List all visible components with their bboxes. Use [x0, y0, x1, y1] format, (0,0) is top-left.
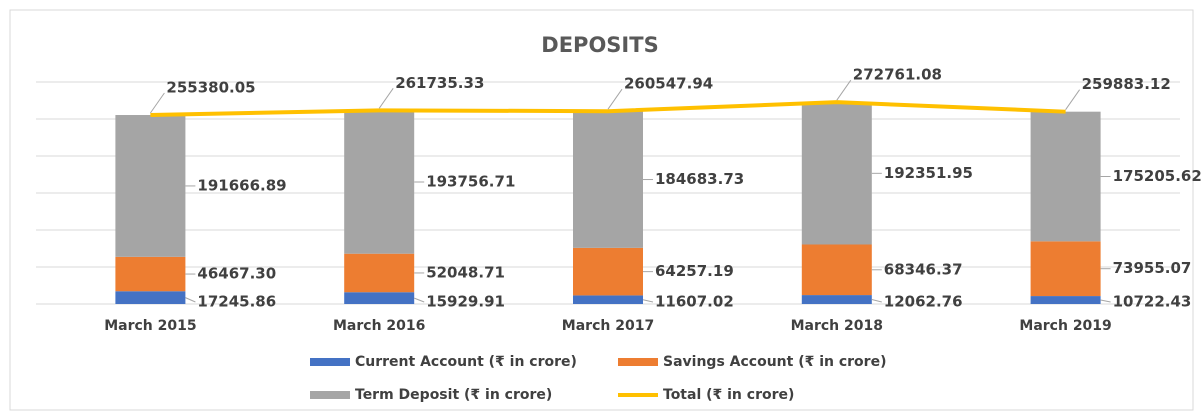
- x-tick-label: March 2019: [1019, 318, 1111, 334]
- data-label: 255380.05: [166, 79, 255, 97]
- legend-swatch: [618, 358, 658, 366]
- bar-segment: [1030, 241, 1101, 297]
- data-label: 272761.08: [853, 66, 942, 84]
- bar-segment: [344, 253, 415, 293]
- leader-line: [836, 79, 852, 101]
- x-tick-label: March 2016: [333, 318, 425, 334]
- bar-segment: [801, 102, 872, 245]
- bar-segment: [344, 110, 415, 254]
- leader-line: [1100, 299, 1111, 303]
- bar-segment: [115, 291, 186, 304]
- leader-line: [871, 299, 882, 303]
- data-label: 261735.33: [395, 74, 484, 92]
- data-label: 260547.94: [624, 75, 713, 93]
- data-label: 193756.71: [426, 173, 515, 191]
- data-label: 15929.91: [426, 293, 505, 311]
- leader-line: [1065, 89, 1081, 110]
- x-tick-label: March 2015: [104, 318, 196, 334]
- data-label: 46467.30: [197, 265, 276, 283]
- leader-line: [414, 297, 425, 303]
- data-label: 10722.43: [1113, 293, 1192, 311]
- legend-swatch: [310, 358, 350, 366]
- x-tick-label: March 2017: [562, 318, 654, 334]
- bar-segment: [344, 292, 415, 304]
- leader-line: [378, 88, 394, 109]
- data-label: 17245.86: [197, 293, 276, 311]
- bar-segment: [115, 115, 186, 257]
- legend-label: Savings Account (₹ in crore): [663, 354, 886, 370]
- data-label: 12062.76: [884, 293, 963, 311]
- total-line: [150, 100, 1066, 118]
- data-label: 259883.12: [1082, 75, 1171, 93]
- chart-title: DEPOSITS: [541, 33, 658, 57]
- data-label: 52048.71: [426, 263, 505, 281]
- x-tick-label: March 2018: [791, 318, 883, 334]
- legend-swatch: [310, 391, 350, 399]
- legend-label: Current Account (₹ in crore): [355, 354, 577, 370]
- bar-segment: [573, 247, 643, 296]
- bar-segment: [801, 244, 872, 296]
- leader-line: [149, 92, 165, 114]
- bar-segment: [1030, 111, 1101, 242]
- data-label: 11607.02: [655, 293, 734, 311]
- bar-segment: [573, 295, 643, 304]
- data-label: 192351.95: [884, 164, 973, 182]
- data-label: 175205.62: [1113, 167, 1202, 185]
- bar-segment: [801, 295, 872, 304]
- leader-line: [607, 88, 623, 110]
- leader-line: [642, 299, 654, 303]
- data-label: 191666.89: [197, 176, 286, 194]
- data-label: 73955.07: [1113, 259, 1192, 277]
- data-label: 68346.37: [884, 260, 963, 278]
- leader-line: [185, 297, 196, 303]
- legend-label: Total (₹ in crore): [663, 387, 794, 403]
- bar-segment: [573, 111, 643, 248]
- data-label: 184683.73: [655, 170, 744, 188]
- data-label: 64257.19: [655, 262, 734, 280]
- legend-label: Term Deposit (₹ in crore): [355, 387, 552, 403]
- bar-segment: [1030, 296, 1101, 304]
- bar-segment: [115, 256, 186, 292]
